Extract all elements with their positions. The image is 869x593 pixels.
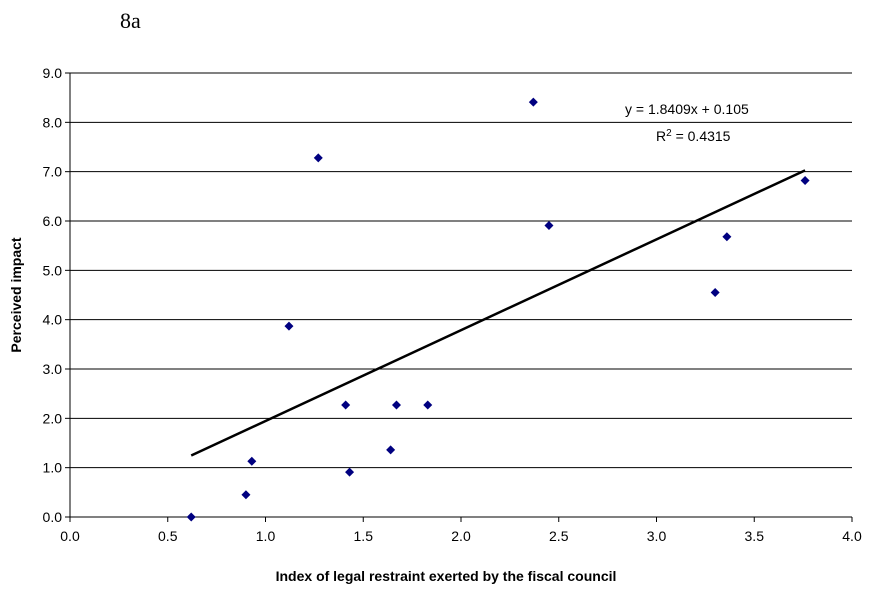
x-tick-label: 2.5 [549,528,569,544]
x-tick-label: 0.0 [60,528,80,544]
plot-frame [69,73,852,518]
x-tick-label: 3.0 [647,528,667,544]
y-axis-title: Perceived impact [8,237,24,353]
y-tick-label: 8.0 [43,114,63,130]
y-tick-label: 7.0 [43,164,63,180]
y-tick-label: 2.0 [43,410,63,426]
r2-value: = 0.4315 [672,128,731,144]
x-axis-title: Index of legal restraint exerted by the … [276,568,617,584]
data-point [800,176,810,186]
trendline-equation: y = 1.8409x + 0.105 [625,101,749,117]
data-point [386,445,396,455]
figure-label: 8a [120,8,141,33]
x-tick-label: 0.5 [158,528,178,544]
data-point [186,512,196,522]
r2-prefix: R [656,128,666,144]
y-tick-label: 6.0 [43,213,63,229]
y-tick-label: 9.0 [43,65,63,81]
data-point [247,456,257,466]
y-tick-label: 4.0 [43,312,63,328]
data-point [341,400,351,410]
data-point [544,220,554,230]
x-tick-label: 3.5 [745,528,765,544]
x-axis-ticks: 0.0 0.5 1.0 1.5 2.0 2.5 3.0 3.5 4.0 [60,517,862,544]
data-point [423,400,433,410]
data-point [391,400,401,410]
data-point [241,490,251,500]
trendline [190,169,806,457]
gridlines [70,72,852,518]
y-tick-label: 0.0 [43,509,63,525]
data-point [710,288,720,298]
y-tick-label: 3.0 [43,361,63,377]
y-axis-ticks: 0.0 1.0 2.0 3.0 4.0 5.0 6.0 7.0 8.0 9.0 [43,65,70,525]
data-point [528,97,538,107]
r2-superscript: 2 [666,128,672,139]
data-point [722,232,732,242]
x-tick-label: 2.0 [451,528,471,544]
trendline-group [190,169,806,457]
data-points [186,97,810,522]
data-point [345,467,355,477]
y-tick-label: 5.0 [43,262,63,278]
y-tick-label: 1.0 [43,460,63,476]
r-squared-label: R2 = 0.4315 [656,128,731,145]
x-tick-label: 4.0 [842,528,862,544]
x-tick-label: 1.0 [256,528,276,544]
data-point [284,321,294,331]
data-point [313,153,323,163]
x-tick-label: 1.5 [354,528,374,544]
